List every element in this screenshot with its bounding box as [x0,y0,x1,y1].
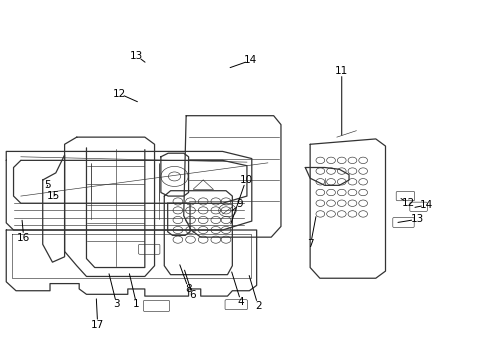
Text: 13: 13 [130,51,143,61]
Text: 5: 5 [44,180,51,190]
Text: 6: 6 [189,290,195,300]
Text: 14: 14 [244,55,257,65]
Text: 9: 9 [236,199,243,209]
Text: 12: 12 [402,198,415,208]
Text: 1: 1 [133,299,140,309]
Text: 2: 2 [254,301,261,311]
Text: 14: 14 [419,200,432,210]
Text: 7: 7 [306,239,313,249]
Text: 16: 16 [17,233,30,243]
Text: 10: 10 [239,175,252,185]
Text: 12: 12 [112,89,125,99]
Text: 17: 17 [91,320,104,330]
Text: 11: 11 [334,66,347,76]
Text: 3: 3 [113,299,120,309]
Text: 4: 4 [237,297,244,307]
Text: 8: 8 [185,284,191,294]
Text: 15: 15 [47,191,61,201]
Text: 13: 13 [409,214,423,224]
